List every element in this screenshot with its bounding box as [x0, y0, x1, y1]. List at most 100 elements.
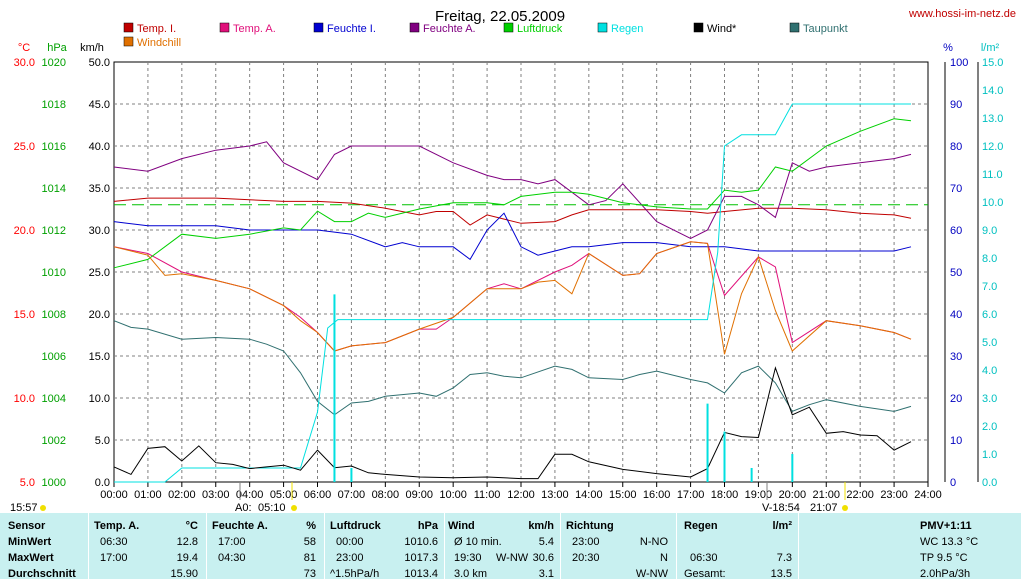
feuchte-a-min-value: 58	[303, 536, 316, 548]
legend-swatch	[789, 22, 800, 33]
rain-tick-label: 7.0	[982, 281, 997, 293]
sun-marker	[40, 505, 46, 511]
series-feuchte-a-	[113, 141, 912, 239]
rain-tick-label: 5.0	[982, 337, 997, 349]
humidity-tick-label: 20	[950, 393, 962, 405]
regen-total-label: Gesamt:	[684, 568, 726, 580]
x-tick-label: 05:00	[270, 489, 298, 501]
x-tick-label: 11:00	[474, 489, 501, 501]
x-tick-label: 22:00	[846, 489, 874, 501]
luftdruck-avg-value: 1013.4	[404, 568, 438, 580]
pressure-tick-label: 1008	[42, 309, 66, 321]
legend-swatch	[313, 22, 324, 33]
x-tick-label: 23:00	[880, 489, 908, 501]
humidity-tick-label: 50	[950, 267, 962, 279]
rain-tick-label: 10.0	[982, 197, 1003, 209]
feuchte-a-min-time: 17:00	[218, 536, 246, 548]
series-windchill	[113, 241, 912, 355]
humidity-tick-label: 100	[950, 57, 968, 69]
regen-max-time: 06:30	[690, 552, 718, 564]
richtung-avg-value: W-NW	[635, 568, 668, 580]
richtung-min-value: N-NO	[639, 536, 668, 548]
temp-tick-label: 15.0	[14, 309, 35, 321]
pressure-tick-label: 1002	[42, 435, 66, 447]
rain-tick-label: 13.0	[982, 113, 1003, 125]
pressure-tick-label: 1012	[42, 225, 66, 237]
wind-avg10-label: Ø 10 min.	[454, 536, 502, 548]
wind-max-time: 19:30	[454, 552, 482, 564]
temp-tick-label: 20.0	[14, 225, 35, 237]
wind-tick-label: 40.0	[89, 141, 110, 153]
row-label-avg: Durchschnitt	[8, 568, 76, 580]
sunset-marker	[842, 505, 848, 511]
temp-a-min-time: 06:30	[100, 536, 128, 548]
sunrise-time: 15:57	[10, 502, 38, 513]
pressure-tick-label: 1010	[42, 267, 66, 279]
moon-marker	[291, 505, 297, 511]
rain-tick-label: 9.0	[982, 225, 997, 237]
wind-tick-label: 35.0	[89, 183, 110, 195]
pressure-tick-label: 1018	[42, 99, 66, 111]
feuchte-a-unit: %	[306, 520, 316, 532]
humidity-tick-label: 30	[950, 351, 962, 363]
humidity-tick-label: 60	[950, 225, 962, 237]
rain-tick-label: 14.0	[982, 85, 1003, 97]
x-tick-label: 17:00	[677, 489, 705, 501]
pmv-pressure-trend: 2.0hPa/3h	[920, 568, 971, 580]
moon-label: A0:	[235, 502, 252, 513]
x-tick-label: 20:00	[779, 489, 807, 501]
temp-a-max-time: 17:00	[100, 552, 128, 564]
pressure-tick-label: 1004	[42, 393, 66, 405]
weather-chart: Freitag, 22.05.2009 www.hossi-im-netz.de…	[10, 8, 1016, 513]
pmv-windchill: WC 13.3 °C	[920, 536, 979, 548]
luftdruck-unit: hPa	[417, 520, 438, 532]
wind-avg10-value: 5.4	[538, 536, 554, 548]
x-tick-label: 01:00	[134, 489, 162, 501]
wind-tick-label: 30.0	[89, 225, 110, 237]
humidity-tick-label: 70	[950, 183, 962, 195]
x-tick-label: 21:00	[812, 489, 840, 501]
x-tick-label: 13:00	[541, 489, 569, 501]
x-tick-label: 19:00	[745, 489, 773, 501]
rain-tick-label: 0.0	[982, 477, 997, 489]
luftdruck-min-time: 00:00	[336, 536, 364, 548]
x-tick-label: 08:00	[372, 489, 400, 501]
wind-tick-label: 10.0	[89, 393, 110, 405]
temp-tick-label: 25.0	[14, 141, 35, 153]
wind-max-direction: W-NW	[496, 552, 529, 564]
wind-max-value: 30.6	[532, 552, 554, 564]
x-tick-label: 03:00	[202, 489, 230, 501]
legend-label: Wind*	[707, 23, 737, 35]
x-tick-label: 24:00	[914, 489, 942, 501]
x-tick-label: 06:00	[304, 489, 332, 501]
rain-tick-label: 6.0	[982, 309, 997, 321]
wind-tick-label: 20.0	[89, 309, 110, 321]
rain-tick-label: 2.0	[982, 421, 997, 433]
x-tick-label: 00:00	[100, 489, 128, 501]
feuchte-a-avg-value: 73	[303, 568, 316, 580]
series-temp-i-	[113, 197, 912, 226]
temp-a-unit: °C	[185, 520, 198, 532]
rain-tick-label: 4.0	[982, 365, 997, 377]
x-tick-label: 04:00	[236, 489, 264, 501]
sensor-header: Sensor	[8, 520, 46, 532]
pressure-tick-label: 1016	[42, 141, 66, 153]
x-tick-label: 14:00	[575, 489, 603, 501]
annotations: 15:57 A0: 05:10 V-18:54 21:07	[10, 482, 848, 513]
pmv-dewpoint: TP 9.5 °C	[920, 552, 968, 564]
rain-tick-label: 3.0	[982, 393, 997, 405]
luftdruck-max-value: 1017.3	[404, 552, 438, 564]
humidity-tick-label: 40	[950, 309, 962, 321]
x-tick-label: 07:00	[338, 489, 366, 501]
legend-swatch	[693, 22, 704, 33]
wind-tick-label: 0.0	[95, 477, 110, 489]
series-feuchte-i-	[113, 212, 912, 261]
rain-tick-label: 1.0	[982, 449, 997, 461]
rain-unit-label: l/m²	[981, 42, 1000, 54]
pmv-header: PMV+1:11	[920, 520, 972, 532]
axis-ticks: 30.025.020.015.010.05.010201018101610141…	[14, 57, 1004, 501]
x-tick-label: 12:00	[507, 489, 535, 501]
temp-tick-label: 10.0	[14, 393, 35, 405]
site-link[interactable]: www.hossi-im-netz.de	[908, 8, 1016, 20]
luftdruck-header: Luftdruck	[330, 520, 381, 532]
